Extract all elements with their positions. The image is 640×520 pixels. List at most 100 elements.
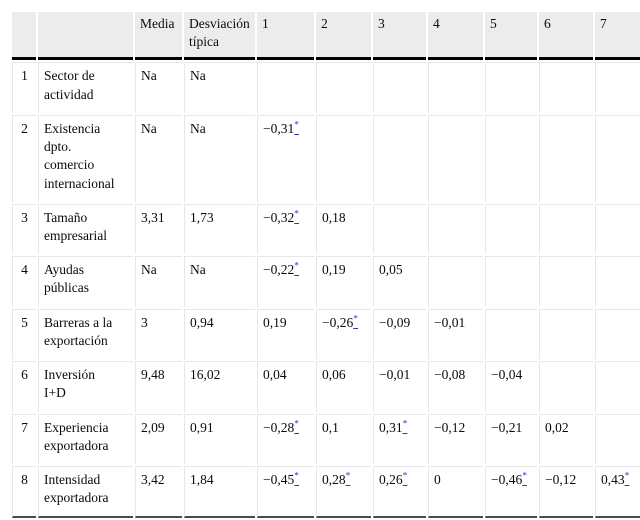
- significance-footnote-link[interactable]: *: [294, 472, 299, 487]
- asterisk-icon: *: [402, 471, 408, 482]
- correlation-value: 0,19: [263, 314, 287, 330]
- asterisk-icon: *: [345, 471, 351, 482]
- header-col-4: 4: [428, 12, 483, 61]
- significance-footnote-link[interactable]: *: [346, 472, 351, 487]
- variable-label: Sector de actividad: [38, 62, 133, 113]
- correlation-cell: [485, 203, 537, 255]
- correlation-cell: −0,08: [428, 361, 483, 412]
- media-value: 3: [135, 308, 182, 360]
- significance-footnote-link[interactable]: *: [294, 262, 299, 277]
- correlation-cell: [373, 62, 426, 113]
- correlation-value: −0,01: [434, 314, 466, 330]
- row-number: 5: [12, 308, 36, 360]
- correlation-cell: 0,18: [316, 203, 371, 255]
- correlation-cell: [595, 308, 640, 360]
- media-value: 2,09: [135, 413, 182, 464]
- significance-footnote-link[interactable]: *: [403, 472, 408, 487]
- correlation-value: 0,06: [322, 367, 346, 383]
- correlation-cell: −0,12: [428, 413, 483, 464]
- asterisk-icon: *: [294, 471, 299, 482]
- sd-value: 0,91: [184, 413, 255, 464]
- correlation-cell: [428, 62, 483, 113]
- row-number: 7: [12, 413, 36, 464]
- header-col-3: 3: [373, 12, 426, 61]
- correlation-cell: [595, 62, 640, 113]
- correlation-value: −0,04: [491, 367, 523, 383]
- significance-footnote-link[interactable]: *: [522, 472, 527, 487]
- header-col-5: 5: [485, 12, 537, 61]
- variable-label: Intensidad exportadora: [38, 465, 133, 519]
- correlation-cell: 0,19: [257, 308, 314, 360]
- correlation-cell: [428, 203, 483, 255]
- correlation-cell: [539, 361, 593, 412]
- correlation-cell: [485, 256, 537, 307]
- variable-label: Tamaño empresarial: [38, 203, 133, 255]
- correlation-value: −0,12: [545, 471, 577, 487]
- table-row: 1 Sector de actividad Na Na: [12, 62, 640, 113]
- correlation-value: −0,32: [263, 209, 295, 225]
- correlation-cell: [539, 114, 593, 202]
- asterisk-icon: *: [294, 209, 299, 220]
- correlation-cell: −0,12: [539, 465, 593, 519]
- correlation-cell: [428, 114, 483, 202]
- correlation-cell: −0,46*: [485, 465, 537, 519]
- correlation-cell: [595, 256, 640, 307]
- significance-footnote-link[interactable]: *: [294, 210, 299, 225]
- asterisk-icon: *: [294, 120, 299, 131]
- variable-label: Ayudas públicas: [38, 256, 133, 307]
- significance-footnote-link[interactable]: *: [353, 314, 358, 330]
- row-number: 6: [12, 361, 36, 412]
- correlation-value: 0,28: [322, 471, 346, 487]
- correlation-cell: [539, 308, 593, 360]
- correlation-cell: [539, 62, 593, 113]
- significance-footnote-link[interactable]: *: [294, 121, 299, 136]
- correlation-cell: [428, 256, 483, 307]
- correlation-cell: [539, 203, 593, 255]
- media-value: Na: [135, 256, 182, 307]
- correlation-cell: 0,06: [316, 361, 371, 412]
- correlation-cell: −0,21: [485, 413, 537, 464]
- variable-label: Inversión I+D: [38, 361, 133, 412]
- correlation-cell: −0,31*: [257, 114, 314, 202]
- correlation-value: −0,01: [379, 367, 411, 383]
- correlation-cell: −0,01: [428, 308, 483, 360]
- correlation-cell: [539, 256, 593, 307]
- correlation-cell: [595, 114, 640, 202]
- correlation-cell: [485, 62, 537, 113]
- variable-label: Existencia dpto. comercio internacional: [38, 114, 133, 202]
- correlation-cell: −0,04: [485, 361, 537, 412]
- sd-value: 16,02: [184, 361, 255, 412]
- correlation-value: −0,22: [263, 262, 295, 278]
- correlation-cell: [316, 114, 371, 202]
- sd-value: 0,94: [184, 308, 255, 360]
- correlation-cell: −0,28*: [257, 413, 314, 464]
- correlation-value: −0,09: [379, 314, 411, 330]
- correlation-cell: [595, 413, 640, 464]
- correlation-value: 0,18: [322, 209, 346, 225]
- sd-value: 1,73: [184, 203, 255, 255]
- correlation-cell: −0,22*: [257, 256, 314, 307]
- correlation-value: −0,45: [263, 471, 295, 487]
- table-row: 4 Ayudas públicas Na Na −0,22* 0,19 0,05: [12, 256, 640, 307]
- correlation-cell: −0,32*: [257, 203, 314, 255]
- variable-label: Barreras a la exportación: [38, 308, 133, 360]
- correlation-cell: [595, 361, 640, 412]
- correlation-cell: −0,45*: [257, 465, 314, 519]
- correlation-cell: 0,43*: [595, 465, 640, 519]
- header-desviacion-tipica: Desviación típica: [184, 12, 255, 61]
- correlation-cell: [316, 62, 371, 113]
- significance-footnote-link[interactable]: *: [625, 472, 630, 487]
- asterisk-icon: *: [353, 314, 358, 325]
- correlation-cell: [257, 62, 314, 113]
- correlation-value: 0,02: [545, 419, 569, 435]
- significance-footnote-link[interactable]: *: [294, 419, 299, 435]
- asterisk-icon: *: [294, 419, 299, 429]
- correlation-cell: [485, 114, 537, 202]
- header-variable: [38, 12, 133, 61]
- correlation-cell: 0,31*: [373, 413, 426, 464]
- header-row: Media Desviación típica 1 2 3 4 5 6 7: [12, 12, 640, 61]
- correlation-value: −0,21: [491, 419, 523, 435]
- sd-value: Na: [184, 256, 255, 307]
- significance-footnote-link[interactable]: *: [403, 419, 408, 435]
